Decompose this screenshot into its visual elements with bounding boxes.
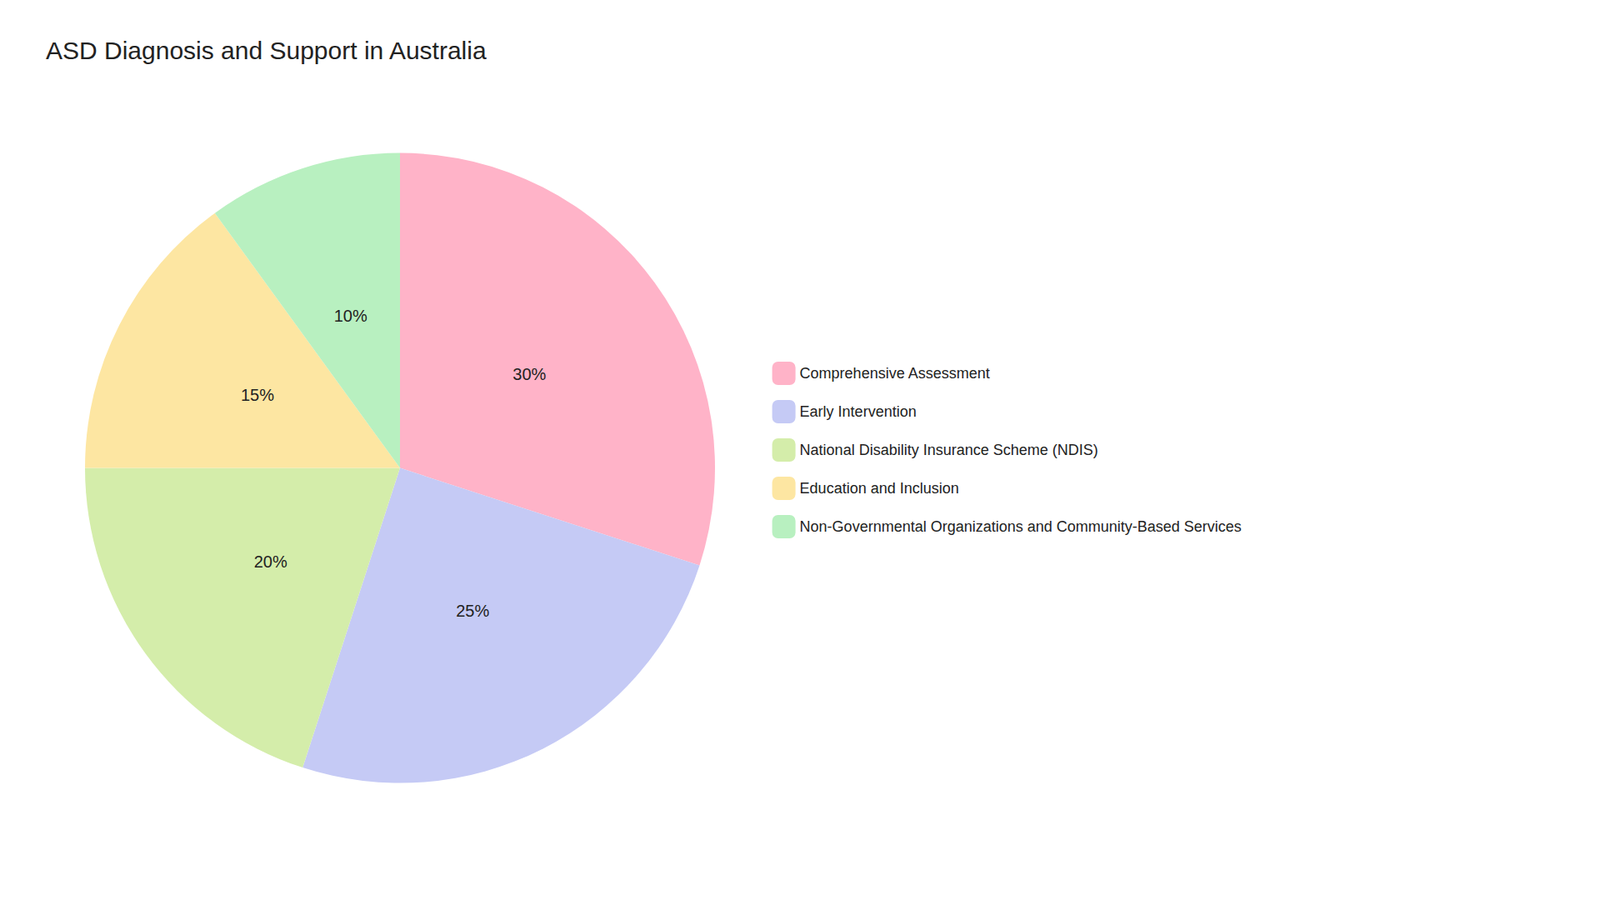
svg-text:30%: 30% <box>512 365 546 384</box>
svg-text:Early Intervention: Early Intervention <box>800 403 917 420</box>
svg-text:Education and Inclusion: Education and Inclusion <box>800 480 960 497</box>
svg-text:National Disability Insurance: National Disability Insurance Scheme (ND… <box>800 441 1099 459</box>
svg-text:20%: 20% <box>254 552 288 571</box>
svg-text:ASD Diagnosis and Support in A: ASD Diagnosis and Support in Australia <box>45 36 487 65</box>
svg-text:Comprehensive Assessment: Comprehensive Assessment <box>800 365 990 382</box>
svg-text:Non-Governmental Organizations: Non-Governmental Organizations and Commu… <box>800 518 1242 535</box>
svg-text:25%: 25% <box>455 601 490 620</box>
svg-text:10%: 10% <box>334 306 368 325</box>
svg-text:15%: 15% <box>240 385 275 405</box>
